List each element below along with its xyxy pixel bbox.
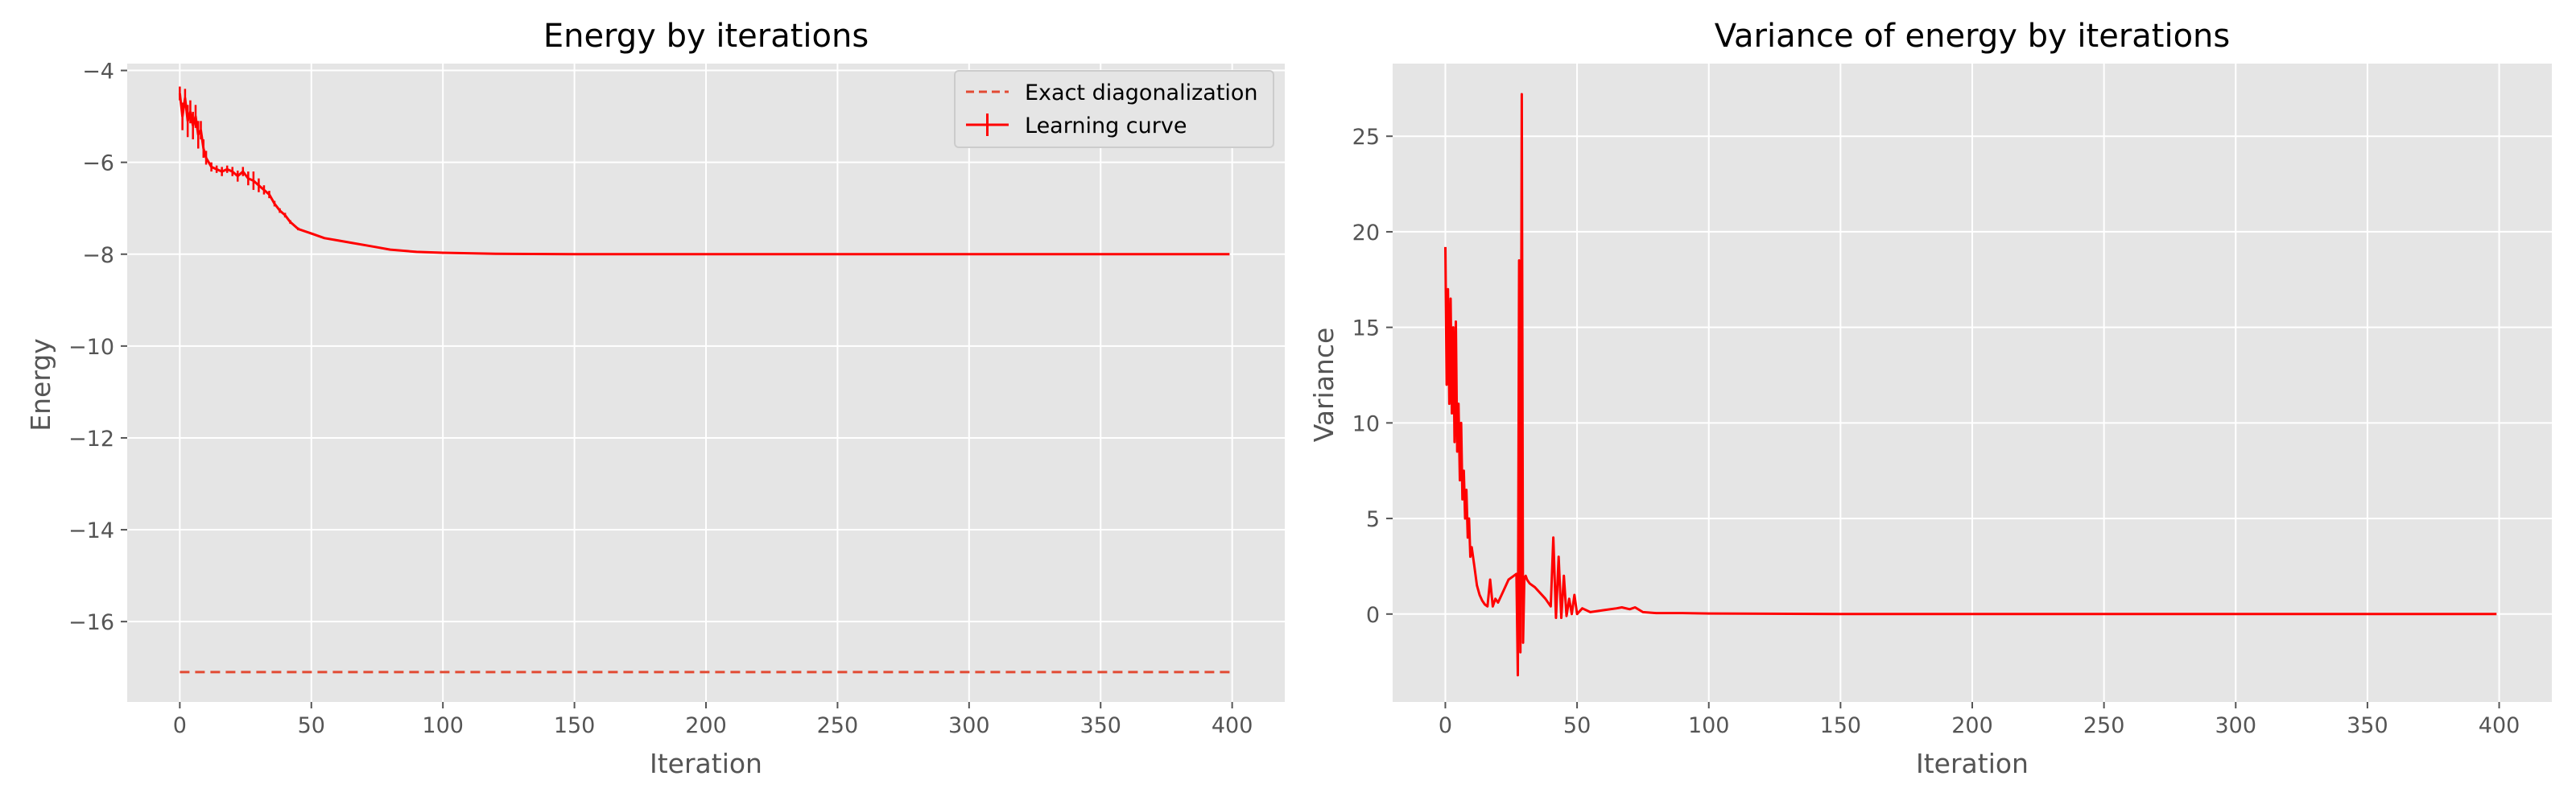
x-axis-label: Iteration [1916, 748, 2029, 779]
legend-entry: Learning curve [1025, 114, 1187, 138]
x-tick-label: 50 [1563, 713, 1591, 738]
grid [1393, 64, 2552, 702]
x-tick-label: 250 [817, 713, 859, 738]
y-tick-label: 0 [1366, 603, 1380, 628]
x-tick-label: 300 [948, 713, 990, 738]
y-axis-label: Energy [25, 338, 56, 431]
y-tick-label: 15 [1352, 316, 1380, 341]
y-tick-label: 20 [1352, 221, 1380, 246]
y-tick-label: 5 [1366, 507, 1380, 532]
y-tick-label: 10 [1352, 411, 1380, 436]
x-tick-label: 0 [1439, 713, 1452, 738]
energy-chart: 0 50 100 150 200 250 300 350 400 −16 −14 −12 −10 −8 −6… [25, 18, 1285, 779]
x-tick-label: 350 [1080, 713, 1121, 738]
y-axis-label: Variance [1308, 328, 1340, 443]
series-group [178, 86, 1230, 674]
y-tick-label: −4 [82, 60, 114, 85]
y-tick-label: −8 [82, 243, 114, 268]
y-tick-label: −6 [82, 151, 114, 176]
legend: Exact diagonalization Learning curve [954, 70, 1274, 148]
variance-chart: 0 50 100 150 200 250 300 350 400 0 5 10 15 20 25 Varia… [1308, 18, 2552, 779]
legend-entry: Exact diagonalization [1025, 80, 1258, 105]
y-tick-label: −10 [68, 335, 114, 360]
x-tick-label: 150 [554, 713, 596, 738]
y-tick-label: −16 [68, 610, 114, 635]
chart-title: Variance of energy by iterations [1715, 18, 2230, 55]
x-tick-label: 0 [173, 713, 187, 738]
x-tick-label: 50 [298, 713, 325, 738]
x-axis-label: Iteration [650, 748, 762, 779]
tick-labels: 0 50 100 150 200 250 300 350 400 −16 −14 −12 −10 −8 −6… [68, 60, 1253, 738]
series-group [1444, 93, 2497, 677]
variance-line [1444, 93, 2497, 677]
x-tick-label: 100 [1688, 713, 1730, 738]
x-tick-label: 350 [2347, 713, 2388, 738]
x-tick-label: 400 [1212, 713, 1253, 738]
tick-labels: 0 50 100 150 200 250 300 350 400 0 5 10 15 20 25 [1352, 125, 2520, 738]
y-tick-label: 25 [1352, 125, 1380, 150]
x-tick-label: 200 [1951, 713, 1993, 738]
x-tick-label: 150 [1820, 713, 1862, 738]
legend-box [954, 70, 1274, 148]
x-tick-label: 200 [685, 713, 727, 738]
y-tick-label: −12 [68, 427, 114, 452]
x-tick-label: 100 [422, 713, 464, 738]
x-tick-label: 300 [2215, 713, 2256, 738]
x-tick-label: 250 [2083, 713, 2125, 738]
chart-title: Energy by iterations [543, 18, 869, 55]
x-tick-label: 400 [2479, 713, 2520, 738]
y-tick-label: −14 [68, 518, 114, 543]
